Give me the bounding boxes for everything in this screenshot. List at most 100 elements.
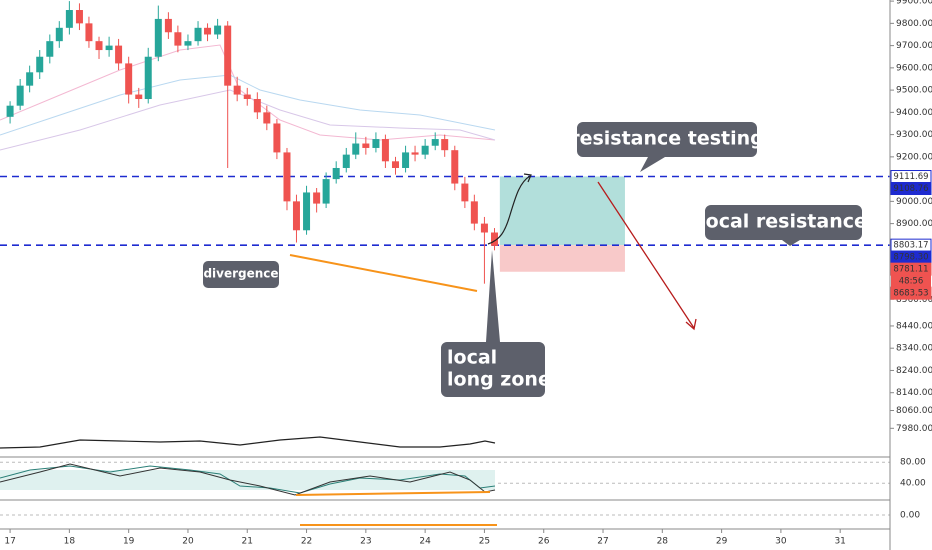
- candle-body: [441, 139, 449, 151]
- candle-body: [352, 143, 360, 155]
- candle-body: [362, 143, 370, 148]
- countdown: 48:56: [899, 277, 924, 287]
- x-tick-label: 19: [123, 537, 135, 547]
- candle-body: [313, 192, 321, 204]
- candle-body: [421, 145, 429, 155]
- candle-body: [65, 10, 73, 28]
- candle-body: [263, 112, 271, 124]
- candle-body: [125, 63, 133, 95]
- x-tick-label: 17: [4, 537, 15, 547]
- x-tick-label: 20: [182, 537, 194, 547]
- candle-body: [303, 192, 311, 231]
- candle-body: [194, 27, 202, 42]
- callout: [441, 250, 545, 397]
- rsi-line: [0, 463, 496, 496]
- candle-body: [233, 85, 241, 95]
- axis: 9900.00 9800.00 9700.00 9600.00 9500.00 9400.…: [4, 0, 932, 547]
- y-tick-label: 8060.00: [896, 406, 932, 416]
- y-tick-label: 8140.00: [896, 388, 932, 398]
- candle-body: [6, 105, 14, 117]
- candle-body: [16, 85, 24, 106]
- candle-body: [115, 45, 123, 64]
- candle-body: [85, 23, 93, 42]
- candle-body: [451, 150, 459, 184]
- candle-body: [283, 152, 291, 202]
- candle-body: [391, 161, 399, 168]
- callout: [705, 205, 862, 246]
- x-tick-label: 22: [301, 537, 312, 547]
- x-tick-label: 24: [419, 537, 431, 547]
- candle-body: [342, 154, 350, 168]
- candle-body: [224, 25, 232, 86]
- candle-body: [491, 232, 499, 246]
- callout-text: local: [447, 347, 497, 369]
- price-label: 8781.11: [893, 265, 928, 275]
- candle-body: [431, 139, 439, 146]
- x-tick-label: 29: [716, 537, 728, 547]
- profit-zone: [499, 176, 625, 246]
- x-tick-label: 18: [64, 537, 76, 547]
- candle-body: [402, 152, 410, 168]
- y-tick-label: 9300.00: [896, 130, 932, 140]
- callout-text: local resistance: [699, 211, 867, 233]
- candle-body: [332, 167, 340, 180]
- moving-average: [0, 74, 496, 136]
- price-label-box: [890, 182, 932, 196]
- y-tick-label: 9400.00: [896, 108, 932, 118]
- candle-body: [214, 25, 222, 35]
- projection-arrow: [597, 181, 695, 329]
- moving-average: [0, 89, 496, 151]
- price-label: 8798.30: [893, 253, 928, 263]
- y-tick-label: 9500.00: [896, 86, 932, 96]
- price-label: 8683.53: [893, 289, 928, 299]
- price-label: 8803.17: [893, 241, 928, 251]
- y-tick-label: 80.00: [900, 458, 926, 468]
- callout-text: divergence: [203, 267, 278, 281]
- candle-body: [26, 72, 34, 86]
- candle-body: [144, 56, 152, 100]
- callout-text: resistance testing: [570, 128, 764, 150]
- candle-body: [322, 179, 330, 204]
- y-tick-label: 9800.00: [896, 19, 932, 29]
- x-tick-label: 31: [834, 537, 845, 547]
- loss-zone: [499, 245, 625, 272]
- candle-body: [461, 183, 469, 202]
- candle-body: [105, 45, 113, 51]
- y-tick-label: 40.00: [900, 479, 926, 489]
- divergence-line: [295, 491, 491, 496]
- callout: [577, 122, 757, 172]
- candle-body: [470, 201, 478, 224]
- candle-body: [55, 27, 63, 42]
- x-tick-label: 26: [538, 537, 550, 547]
- candle-body: [253, 99, 261, 113]
- y-tick-label: 8900.00: [896, 219, 932, 229]
- candle-body: [174, 32, 182, 46]
- x-tick-label: 21: [242, 537, 253, 547]
- y-tick-label: 9700.00: [896, 41, 932, 51]
- callout: [203, 261, 279, 288]
- y-tick-label: 9200.00: [896, 152, 932, 162]
- volume-average: [0, 436, 496, 449]
- candle-body: [164, 18, 172, 33]
- candle-body: [381, 139, 389, 162]
- y-tick-label: 8560.00: [896, 295, 932, 305]
- candle-body: [46, 41, 54, 57]
- candle-body: [273, 123, 281, 153]
- y-tick-label: 9600.00: [896, 63, 932, 73]
- projection-arrow: [487, 175, 531, 245]
- y-tick-label: 7980.00: [896, 424, 932, 434]
- callout-text: long zone: [447, 369, 551, 391]
- candle-body: [411, 152, 419, 155]
- y-tick-label: 8340.00: [896, 344, 932, 354]
- candle-body: [480, 223, 488, 233]
- x-tick-label: 25: [479, 537, 490, 547]
- candle-body: [204, 27, 212, 35]
- candle-body: [36, 56, 44, 73]
- candle-body: [184, 41, 192, 46]
- candle-body: [154, 18, 162, 57]
- arrow-head: [523, 173, 532, 183]
- y-tick-label: 8440.00: [896, 321, 932, 331]
- candle-body: [372, 139, 380, 148]
